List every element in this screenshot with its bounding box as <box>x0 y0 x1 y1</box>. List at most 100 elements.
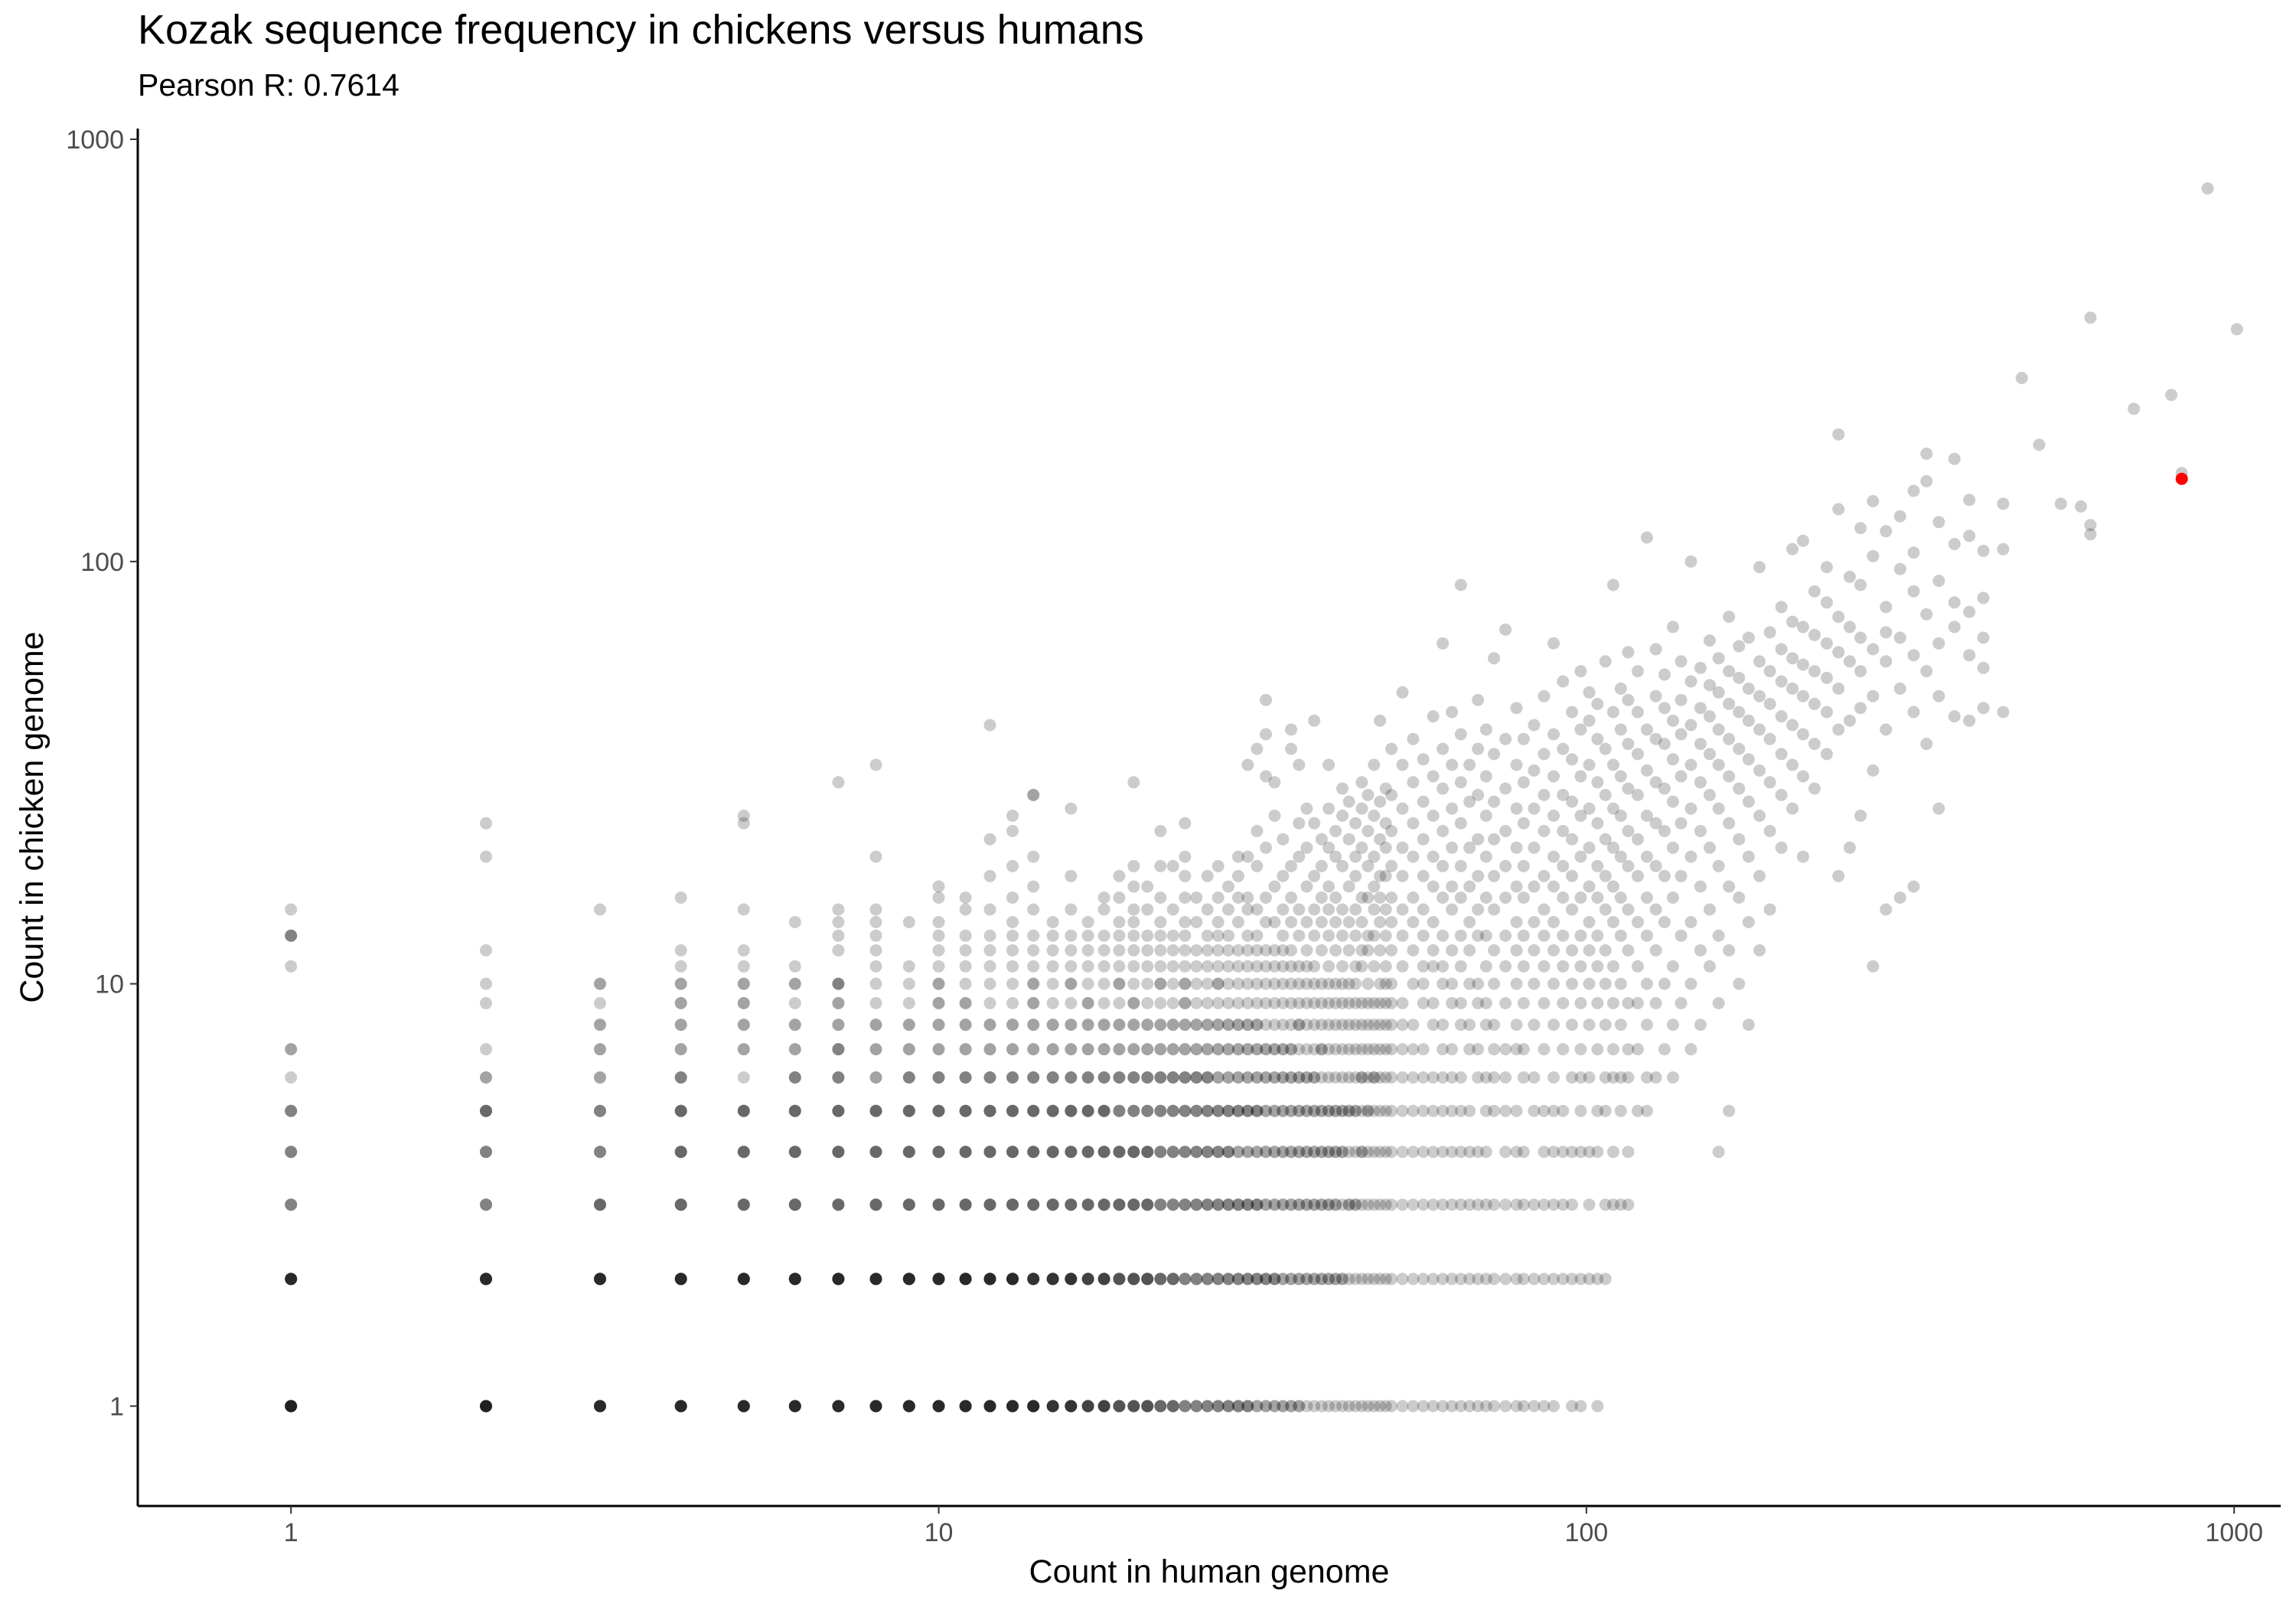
data-point <box>1510 758 1523 771</box>
data-point <box>480 1273 492 1286</box>
data-point <box>1166 977 1179 990</box>
data-point <box>1362 944 1375 957</box>
data-point <box>1097 1273 1110 1286</box>
data-point <box>1355 960 1368 973</box>
data-point <box>674 996 687 1009</box>
data-point <box>1342 1198 1355 1211</box>
data-point <box>1251 1146 1264 1159</box>
data-point <box>1703 679 1716 692</box>
data-point <box>983 1071 996 1084</box>
data-point <box>1315 833 1328 846</box>
data-point <box>674 1043 687 1056</box>
data-point <box>1268 1400 1281 1413</box>
data-point <box>1027 880 1040 893</box>
data-point <box>1065 1273 1078 1286</box>
data-point <box>1479 770 1492 783</box>
data-point <box>1231 869 1244 882</box>
data-point <box>1606 802 1619 815</box>
data-point <box>1285 1400 1297 1413</box>
data-point <box>1154 1400 1167 1413</box>
data-point <box>674 1019 687 1032</box>
data-point <box>1201 1273 1214 1286</box>
data-point <box>1006 1273 1019 1286</box>
data-point <box>1867 643 1880 656</box>
data-point <box>1796 770 1809 783</box>
data-point <box>1396 1043 1409 1056</box>
data-point <box>959 1019 972 1032</box>
data-point <box>1231 1019 1244 1032</box>
data-point <box>1046 1071 1059 1084</box>
data-point <box>1027 903 1040 916</box>
data-point <box>1753 944 1766 957</box>
data-point <box>1127 880 1140 893</box>
data-point <box>1097 977 1110 990</box>
data-point <box>1127 1071 1140 1084</box>
data-point <box>1396 996 1409 1009</box>
data-point <box>1201 1198 1214 1211</box>
data-point <box>1166 1273 1179 1286</box>
data-point <box>1355 1019 1368 1032</box>
data-point <box>1574 960 1587 973</box>
data-point <box>1622 738 1635 751</box>
data-point <box>1027 944 1040 957</box>
data-point <box>1322 1198 1336 1211</box>
data-point <box>737 1198 750 1211</box>
data-point <box>1027 1273 1040 1286</box>
data-point <box>1081 1198 1094 1211</box>
data-point <box>932 1019 945 1032</box>
data-point <box>737 1400 750 1413</box>
data-point <box>1179 929 1192 942</box>
data-point <box>1396 1400 1409 1413</box>
data-point <box>902 1071 915 1084</box>
data-point <box>1322 802 1336 815</box>
data-point <box>1349 1043 1362 1056</box>
data-point <box>1622 996 1635 1009</box>
data-point <box>983 1273 996 1286</box>
data-point <box>1528 719 1541 732</box>
data-point <box>1127 1273 1140 1286</box>
data-point <box>959 892 972 904</box>
data-point <box>1499 929 1512 942</box>
data-point <box>1222 944 1234 957</box>
data-point <box>932 944 945 957</box>
data-point <box>1212 1198 1225 1211</box>
data-point <box>1417 795 1430 808</box>
data-point <box>1753 764 1766 777</box>
data-point <box>1027 1104 1040 1117</box>
data-point <box>2201 182 2214 195</box>
data-point <box>902 1273 915 1286</box>
data-point <box>1631 788 1644 801</box>
data-point <box>788 1019 801 1032</box>
data-point <box>1658 977 1671 990</box>
data-point <box>1606 880 1619 893</box>
data-point <box>1385 1198 1398 1211</box>
data-point <box>1300 977 1313 990</box>
data-point <box>1488 1104 1501 1117</box>
data-point <box>1510 802 1523 815</box>
data-point <box>1300 916 1313 928</box>
data-point <box>1712 929 1725 942</box>
data-point <box>1932 689 1945 702</box>
data-point <box>1046 929 1059 942</box>
data-point <box>674 1071 687 1084</box>
data-point <box>480 1400 492 1413</box>
data-point <box>1631 960 1644 973</box>
data-point <box>1308 1104 1321 1117</box>
data-point <box>1640 531 1653 544</box>
data-point <box>1368 1043 1381 1056</box>
data-point <box>1675 996 1688 1009</box>
data-point <box>1606 579 1619 592</box>
data-point <box>1285 1146 1297 1159</box>
data-point <box>594 1400 606 1413</box>
data-point <box>932 1400 945 1413</box>
data-point <box>594 1273 606 1286</box>
data-point <box>1113 1104 1126 1117</box>
data-point <box>1006 1146 1019 1159</box>
data-point <box>1277 944 1290 957</box>
data-point <box>1212 929 1225 942</box>
data-point <box>1081 1146 1094 1159</box>
data-point <box>1154 1043 1167 1056</box>
data-point <box>594 977 606 990</box>
data-point <box>1212 1198 1225 1211</box>
data-point <box>1285 1019 1297 1032</box>
